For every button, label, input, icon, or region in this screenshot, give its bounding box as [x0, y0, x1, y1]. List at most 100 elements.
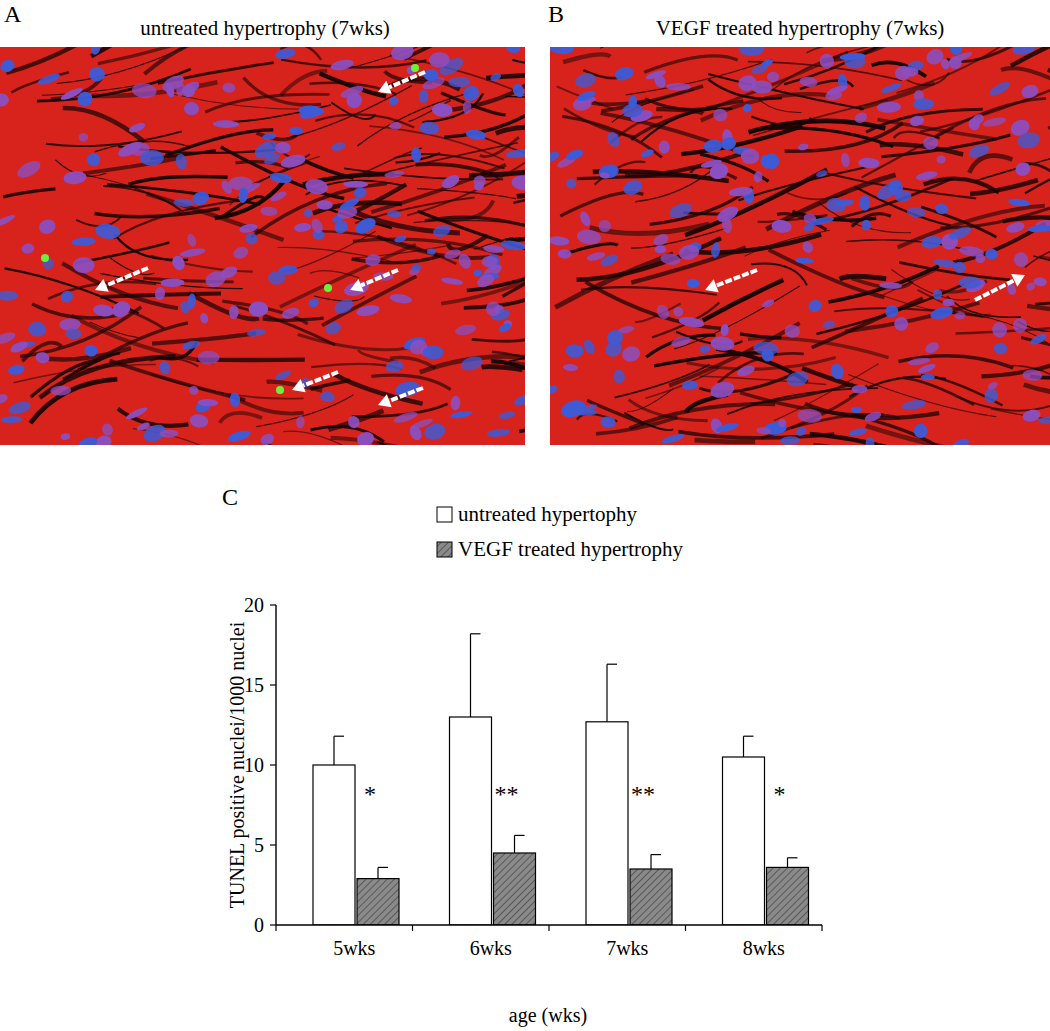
tunel-positive	[324, 284, 332, 292]
nucleus	[330, 58, 355, 72]
cell-border	[654, 353, 777, 366]
cell-border	[91, 47, 205, 56]
cell-border	[189, 293, 259, 319]
cell-border	[840, 276, 887, 279]
cell-border	[683, 213, 723, 214]
nucleus	[863, 410, 882, 424]
nucleus	[958, 276, 981, 289]
nucleus	[709, 379, 736, 400]
nucleus	[988, 79, 1012, 98]
y-tick	[270, 764, 276, 765]
cell-border	[472, 338, 525, 342]
nucleus	[942, 298, 955, 307]
nucleus	[441, 276, 464, 286]
nucleus	[578, 210, 592, 228]
y-tick	[270, 604, 276, 605]
error-bar	[606, 664, 607, 722]
cell-border	[243, 78, 321, 105]
nucleus	[645, 68, 667, 81]
nucleus	[879, 282, 902, 290]
nucleus	[198, 351, 220, 365]
nucleus	[173, 198, 193, 207]
nucleus	[913, 423, 929, 440]
nucleus	[954, 312, 966, 321]
nucleus	[419, 90, 429, 103]
nucleus	[565, 344, 584, 358]
nucleus	[511, 82, 525, 99]
nucleus	[393, 234, 407, 244]
nucleus	[485, 301, 502, 318]
cell-border	[626, 59, 772, 95]
nucleus	[299, 106, 322, 121]
nucleus	[586, 251, 606, 263]
nucleus	[670, 335, 692, 349]
nucleus	[407, 423, 424, 442]
nucleus	[849, 427, 868, 437]
nucleus	[839, 52, 865, 61]
nucleus	[756, 427, 772, 436]
nucleus	[605, 130, 622, 149]
nucleus	[450, 410, 473, 420]
x-tick	[275, 925, 276, 931]
nucleus	[1021, 408, 1041, 423]
nucleus	[238, 187, 249, 203]
nucleus	[465, 128, 487, 141]
cell-border	[6, 47, 105, 73]
nucleus	[1028, 225, 1050, 233]
cell-border	[352, 404, 448, 417]
nucleus	[0, 93, 9, 107]
nucleus	[852, 385, 868, 394]
nucleus	[851, 407, 862, 414]
nucleus	[771, 219, 793, 234]
nucleus	[65, 328, 82, 340]
nucleus	[307, 297, 320, 308]
nucleus	[37, 217, 57, 236]
nucleus	[154, 286, 166, 300]
nucleus	[921, 374, 935, 380]
cell-border	[40, 356, 176, 397]
nucleus	[576, 89, 597, 103]
cell-border	[891, 270, 969, 301]
cell-border	[282, 231, 376, 272]
nucleus	[346, 414, 362, 430]
nucleus	[720, 324, 729, 337]
nucleus	[565, 178, 577, 189]
nucleus	[673, 307, 683, 317]
nucleus	[887, 178, 905, 197]
tissue	[550, 47, 1050, 445]
nucleus	[603, 339, 625, 360]
nucleus	[293, 222, 311, 233]
nucleus	[489, 71, 502, 82]
cell-border	[46, 131, 182, 146]
nucleus	[320, 391, 336, 403]
nucleus	[0, 213, 17, 229]
nucleus	[0, 416, 22, 423]
nucleus	[497, 321, 513, 334]
nucleus	[880, 81, 903, 95]
bar	[723, 757, 765, 925]
nucleus	[858, 157, 880, 169]
nucleus	[915, 170, 938, 182]
cell-border	[1011, 47, 1050, 66]
error-cap	[378, 867, 388, 868]
nucleus	[801, 240, 815, 255]
cell-border	[95, 209, 220, 217]
nucleus	[475, 272, 496, 290]
cell-border	[624, 413, 673, 430]
nucleus	[550, 384, 559, 395]
nucleus	[73, 257, 95, 273]
nucleus	[936, 155, 947, 165]
cell-border	[404, 47, 496, 59]
nucleus	[278, 264, 298, 275]
x-tick	[685, 925, 686, 931]
cell-border	[774, 47, 893, 89]
tunel-positive	[41, 254, 49, 262]
nucleus	[461, 83, 482, 103]
bar	[494, 853, 536, 925]
nucleus	[78, 133, 88, 142]
nucleus	[550, 236, 570, 247]
nucleus	[187, 293, 197, 309]
nucleus	[986, 380, 999, 391]
nucleus	[660, 252, 682, 266]
nucleus	[739, 47, 765, 56]
